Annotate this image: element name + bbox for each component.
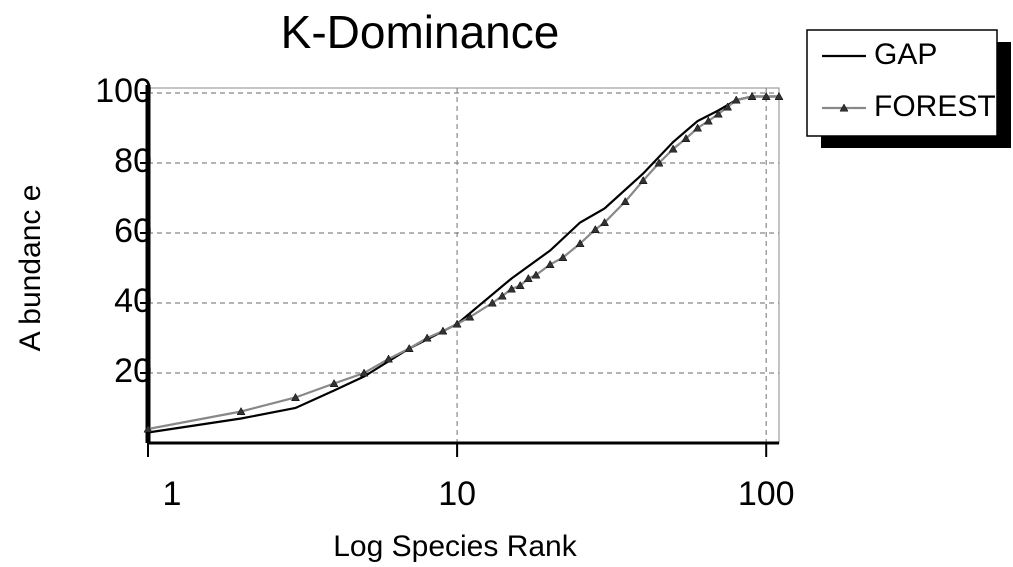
point-marker bbox=[497, 291, 507, 300]
series-line bbox=[147, 95, 779, 434]
point-marker bbox=[452, 319, 462, 328]
point-marker bbox=[465, 312, 475, 321]
x-axis-label: Log Species Rank bbox=[333, 530, 577, 563]
x-tick-label: 1 bbox=[163, 475, 182, 513]
point-marker bbox=[438, 326, 448, 335]
x-tick-label: 10 bbox=[438, 475, 476, 513]
legend-box bbox=[806, 29, 998, 137]
point-marker bbox=[620, 196, 630, 205]
point-marker bbox=[507, 284, 516, 293]
point-marker bbox=[590, 224, 600, 233]
point-marker bbox=[600, 217, 610, 226]
point-marker bbox=[143, 424, 153, 433]
point-marker bbox=[422, 333, 432, 342]
point-marker bbox=[638, 175, 648, 184]
point-marker bbox=[236, 406, 246, 415]
series-line bbox=[147, 95, 779, 431]
point-marker bbox=[731, 95, 741, 104]
y-tick-label: 100 bbox=[95, 72, 152, 110]
legend-marker bbox=[839, 103, 849, 112]
point-marker bbox=[681, 133, 691, 142]
x-tick-label: 100 bbox=[738, 475, 795, 513]
legend-label: GAP bbox=[874, 38, 937, 71]
y-axis-label: A bundanc e bbox=[14, 185, 47, 352]
point-marker bbox=[384, 354, 393, 363]
point-marker bbox=[404, 343, 414, 352]
legend-label: FOREST bbox=[874, 90, 996, 123]
point-marker bbox=[487, 298, 497, 307]
point-marker bbox=[359, 368, 369, 377]
point-marker bbox=[723, 102, 733, 111]
point-marker bbox=[774, 91, 784, 100]
point-marker bbox=[654, 158, 664, 167]
point-marker bbox=[515, 280, 525, 289]
point-marker bbox=[523, 273, 533, 282]
point-marker bbox=[575, 238, 585, 247]
point-marker bbox=[747, 91, 757, 100]
point-marker bbox=[545, 259, 555, 268]
point-marker bbox=[291, 392, 300, 401]
point-marker bbox=[693, 123, 703, 132]
point-marker bbox=[558, 252, 568, 261]
point-marker bbox=[713, 109, 723, 118]
chart-title: K-Dominance bbox=[281, 6, 560, 58]
point-marker bbox=[329, 378, 339, 387]
point-marker bbox=[668, 144, 678, 153]
point-marker bbox=[531, 270, 541, 279]
point-marker bbox=[761, 91, 771, 100]
point-marker bbox=[703, 116, 713, 125]
